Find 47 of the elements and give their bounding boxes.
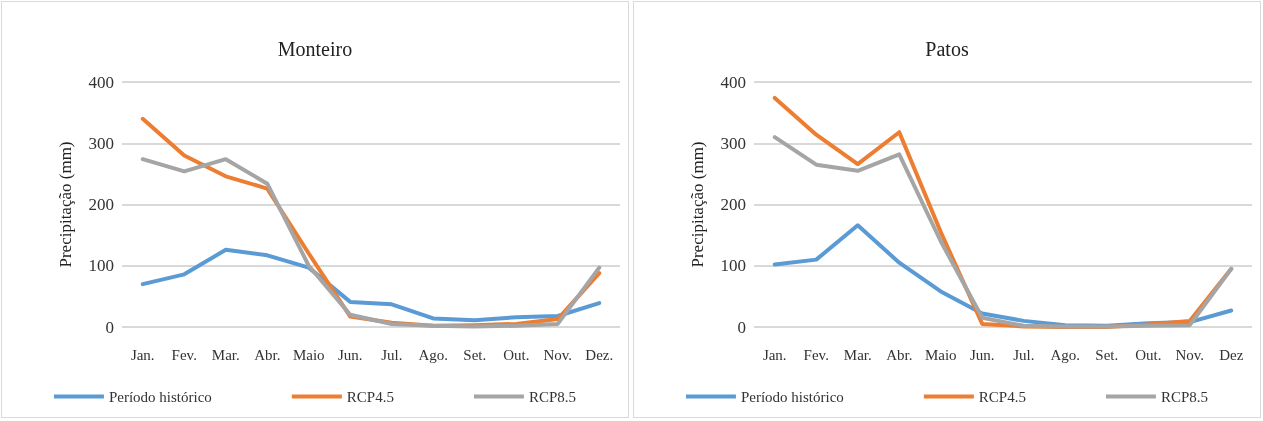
x-tick-label: Mar. — [843, 346, 872, 363]
y-axis-title: Precipitação (mm) — [56, 141, 75, 268]
x-tick-label: Out. — [503, 346, 530, 363]
x-tick-label: Set. — [1095, 346, 1119, 363]
x-tick-label: Jul. — [1013, 346, 1035, 363]
y-tick-label: 400 — [720, 72, 746, 92]
x-tick-label: Set. — [463, 346, 487, 363]
y-tick-label: 400 — [88, 72, 114, 92]
y-axis-title: Precipitação (mm) — [688, 141, 707, 268]
x-tick-label: Maio — [924, 346, 957, 363]
x-tick-label: Ago. — [1050, 346, 1081, 363]
x-tick-label: Fev. — [171, 346, 197, 363]
y-tick-label: 100 — [720, 256, 746, 276]
x-tick-label: Out. — [1135, 346, 1162, 363]
x-tick-label: Jul. — [381, 346, 403, 363]
chart-title: Patos — [925, 38, 969, 60]
chart-title: Monteiro — [277, 38, 353, 60]
legend-label: RCP8.5 — [1160, 388, 1209, 405]
x-tick-label: Fev. — [803, 346, 829, 363]
legend-label: Período histórico — [740, 388, 844, 405]
x-tick-label: Nov. — [1175, 346, 1205, 363]
y-tick-label: 100 — [88, 256, 114, 276]
legend-label: RCP4.5 — [978, 388, 1026, 405]
y-tick-label: 200 — [88, 195, 114, 214]
x-tick-label: Nov. — [543, 346, 573, 363]
legend-label: RCP4.5 — [346, 388, 394, 405]
x-tick-label: Jun. — [337, 346, 363, 363]
line-series — [772, 135, 1234, 329]
x-tick-label: Abr. — [886, 346, 913, 363]
y-tick-label: 0 — [737, 317, 746, 337]
line-series — [140, 157, 602, 329]
legend-label: Período histórico — [108, 388, 212, 405]
y-tick-label: 200 — [720, 195, 746, 214]
line-series — [140, 247, 602, 323]
x-tick-label: Ago. — [418, 346, 449, 363]
y-tick-label: 300 — [88, 133, 114, 153]
x-tick-label: Maio — [292, 346, 325, 363]
x-tick-label: Jun. — [969, 346, 995, 363]
x-tick-label: Jan. — [762, 346, 787, 363]
x-tick-label: Mar. — [211, 346, 240, 363]
x-tick-label: Abr. — [254, 346, 281, 363]
x-tick-label: Dez — [1219, 346, 1244, 363]
y-tick-label: 300 — [720, 133, 746, 153]
y-tick-label: 0 — [105, 317, 114, 337]
x-tick-label: Dez. — [585, 346, 614, 363]
legend-label: RCP8.5 — [528, 388, 577, 405]
x-tick-label: Jan. — [130, 346, 155, 363]
